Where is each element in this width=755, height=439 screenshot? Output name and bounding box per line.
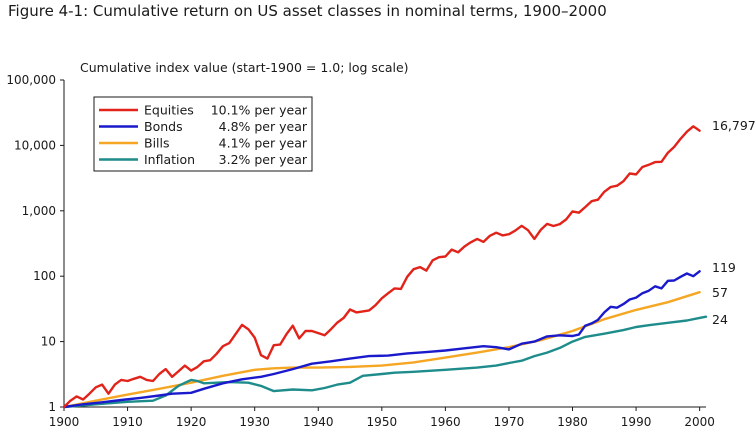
end-label-inflation: 24 [712, 312, 728, 327]
end-label-bills: 57 [712, 285, 728, 300]
x-tick-label: 1930 [239, 415, 270, 429]
end-labels: 16,797 119 57 24 [712, 118, 755, 327]
x-tick-label: 1970 [494, 415, 525, 429]
x-tick-label: 1910 [112, 415, 143, 429]
y-axis-label: Cumulative index value (start-1900 = 1.0… [80, 60, 409, 75]
series-line-bonds [62, 270, 701, 409]
legend-rate-bills: 4.1% per year [219, 136, 308, 151]
y-tick-label: 10 [41, 335, 56, 349]
x-axis: 1900 1910 1920 1930 1940 1950 1960 1970 1980 1990… [49, 407, 715, 429]
legend-rate-equities: 10.1% per year [211, 103, 308, 118]
plot-frame [63, 80, 706, 408]
x-tick-label: 2000 [684, 415, 715, 429]
legend-name-equities: Equities [144, 103, 194, 118]
end-label-bonds: 119 [712, 260, 736, 275]
series-line-inflation [62, 315, 708, 409]
series-lines [62, 125, 708, 409]
series-line-bills [62, 291, 701, 409]
x-tick-label: 1950 [367, 415, 398, 429]
figure-title: Figure 4-1: Cumulative return on US asse… [8, 2, 607, 20]
legend-rate-bonds: 4.8% per year [219, 119, 308, 134]
y-tick-label: 1,000 [22, 204, 56, 218]
end-label-equities: 16,797 [712, 118, 755, 133]
x-tick-label: 1990 [621, 415, 652, 429]
legend-name-inflation: Inflation [144, 152, 195, 167]
y-tick-label: 100 [33, 269, 56, 283]
y-tick-label: 1 [48, 400, 56, 414]
x-tick-label: 1900 [49, 415, 80, 429]
y-tick-label: 10,000 [14, 138, 56, 152]
y-tick-label: 100,000 [6, 73, 56, 87]
series-line-equities [62, 125, 701, 409]
x-tick-label: 1960 [430, 415, 461, 429]
legend: Equities 10.1% per year Bonds 4.8% per year… [93, 96, 313, 172]
legend-name-bills: Bills [144, 136, 170, 151]
legend-name-bonds: Bonds [144, 119, 183, 134]
y-axis: 1 10 100 1,000 10,000 100,000 [6, 73, 64, 414]
x-tick-label: 1940 [303, 415, 334, 429]
x-tick-label: 1980 [557, 415, 588, 429]
x-tick-label: 1920 [176, 415, 207, 429]
legend-rate-inflation: 3.2% per year [219, 152, 308, 167]
